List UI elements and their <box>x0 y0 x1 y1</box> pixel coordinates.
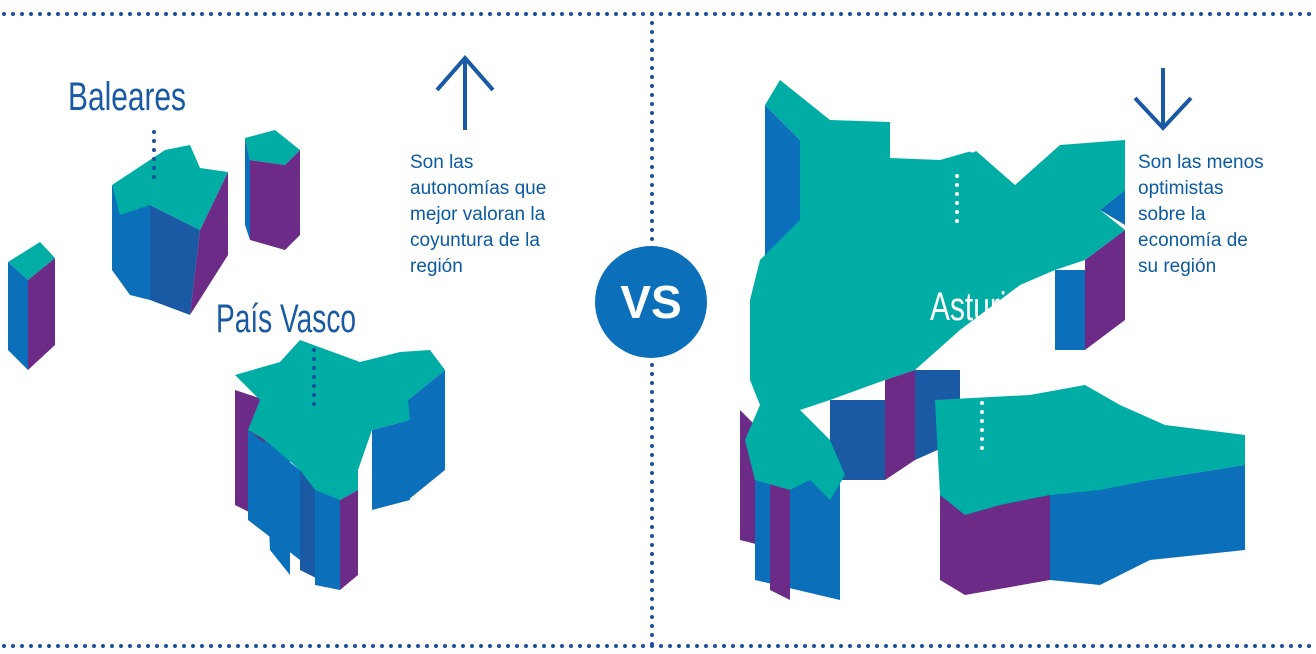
region-label: País Vasco <box>216 297 356 341</box>
text-line: Son las menos <box>1138 152 1264 173</box>
arrow-down <box>1135 68 1191 128</box>
island-menorca <box>245 130 300 250</box>
infographic: Baleares País Vasco Cataluña Asturias So… <box>0 0 1316 654</box>
text-line: su región <box>1138 256 1216 277</box>
region-label: Asturias <box>930 285 1038 329</box>
text-line: optimistas <box>1138 178 1224 199</box>
text-line: autonomías que <box>410 178 546 199</box>
island-small <box>8 242 55 370</box>
text-line: coyuntura de la <box>410 230 540 251</box>
text-block: Son las menos optimistas sobre la economía … <box>1138 152 1264 277</box>
text-line: región <box>410 256 463 277</box>
island-mallorca <box>112 145 228 315</box>
map-pais-vasco <box>235 340 445 590</box>
text-line: sobre la <box>1138 204 1206 225</box>
region-label: Baleares <box>68 75 186 119</box>
arrow-up <box>437 58 493 130</box>
text-line: Son las <box>410 152 473 173</box>
text-block: Son las autonomías que mejor valoran la coy… <box>410 152 546 277</box>
text-line: mejor valoran la <box>410 204 546 225</box>
region-label: Cataluña <box>898 117 1015 161</box>
text-line: economía de <box>1138 230 1248 251</box>
map-asturias <box>935 385 1245 595</box>
vs-text: VS <box>620 276 681 328</box>
